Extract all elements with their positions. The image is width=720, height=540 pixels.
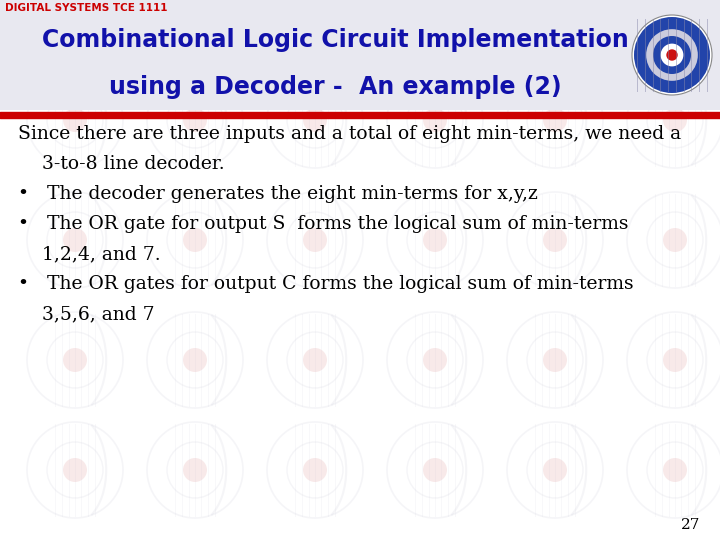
Circle shape [183, 228, 207, 252]
Circle shape [663, 458, 687, 482]
Circle shape [63, 228, 87, 252]
Text: •   The OR gates for output C forms the logical sum of min-terms: • The OR gates for output C forms the lo… [18, 275, 634, 293]
Circle shape [543, 348, 567, 372]
Circle shape [663, 108, 687, 132]
Circle shape [183, 458, 207, 482]
Circle shape [63, 458, 87, 482]
Text: DIGITAL SYSTEMS TCE 1111: DIGITAL SYSTEMS TCE 1111 [5, 3, 168, 13]
Circle shape [663, 228, 687, 252]
Circle shape [423, 458, 447, 482]
Text: Since there are three inputs and a total of eight min-terms, we need a: Since there are three inputs and a total… [18, 125, 681, 143]
Circle shape [423, 228, 447, 252]
FancyBboxPatch shape [0, 0, 720, 110]
Circle shape [183, 108, 207, 132]
Circle shape [303, 228, 327, 252]
Circle shape [303, 108, 327, 132]
Text: Combinational Logic Circuit Implementation: Combinational Logic Circuit Implementati… [42, 28, 629, 52]
Circle shape [183, 348, 207, 372]
Circle shape [634, 17, 710, 93]
Circle shape [653, 36, 691, 74]
Circle shape [666, 49, 678, 60]
Text: •   The OR gate for output S  forms the logical sum of min-terms: • The OR gate for output S forms the log… [18, 215, 629, 233]
Circle shape [632, 15, 712, 95]
Text: 1,2,4, and 7.: 1,2,4, and 7. [18, 245, 161, 263]
Circle shape [646, 29, 698, 81]
Circle shape [661, 44, 683, 66]
Circle shape [543, 228, 567, 252]
Circle shape [663, 348, 687, 372]
Circle shape [63, 348, 87, 372]
Circle shape [543, 108, 567, 132]
Text: 3,5,6, and 7: 3,5,6, and 7 [18, 305, 155, 323]
Circle shape [303, 458, 327, 482]
Circle shape [543, 458, 567, 482]
Circle shape [63, 108, 87, 132]
Text: 27: 27 [680, 518, 700, 532]
Circle shape [423, 348, 447, 372]
Circle shape [423, 108, 447, 132]
Text: •   The decoder generates the eight min-terms for x,y,z: • The decoder generates the eight min-te… [18, 185, 538, 203]
Text: 3-to-8 line decoder.: 3-to-8 line decoder. [18, 155, 225, 173]
Circle shape [303, 348, 327, 372]
Text: using a Decoder -  An example (2): using a Decoder - An example (2) [109, 75, 562, 99]
